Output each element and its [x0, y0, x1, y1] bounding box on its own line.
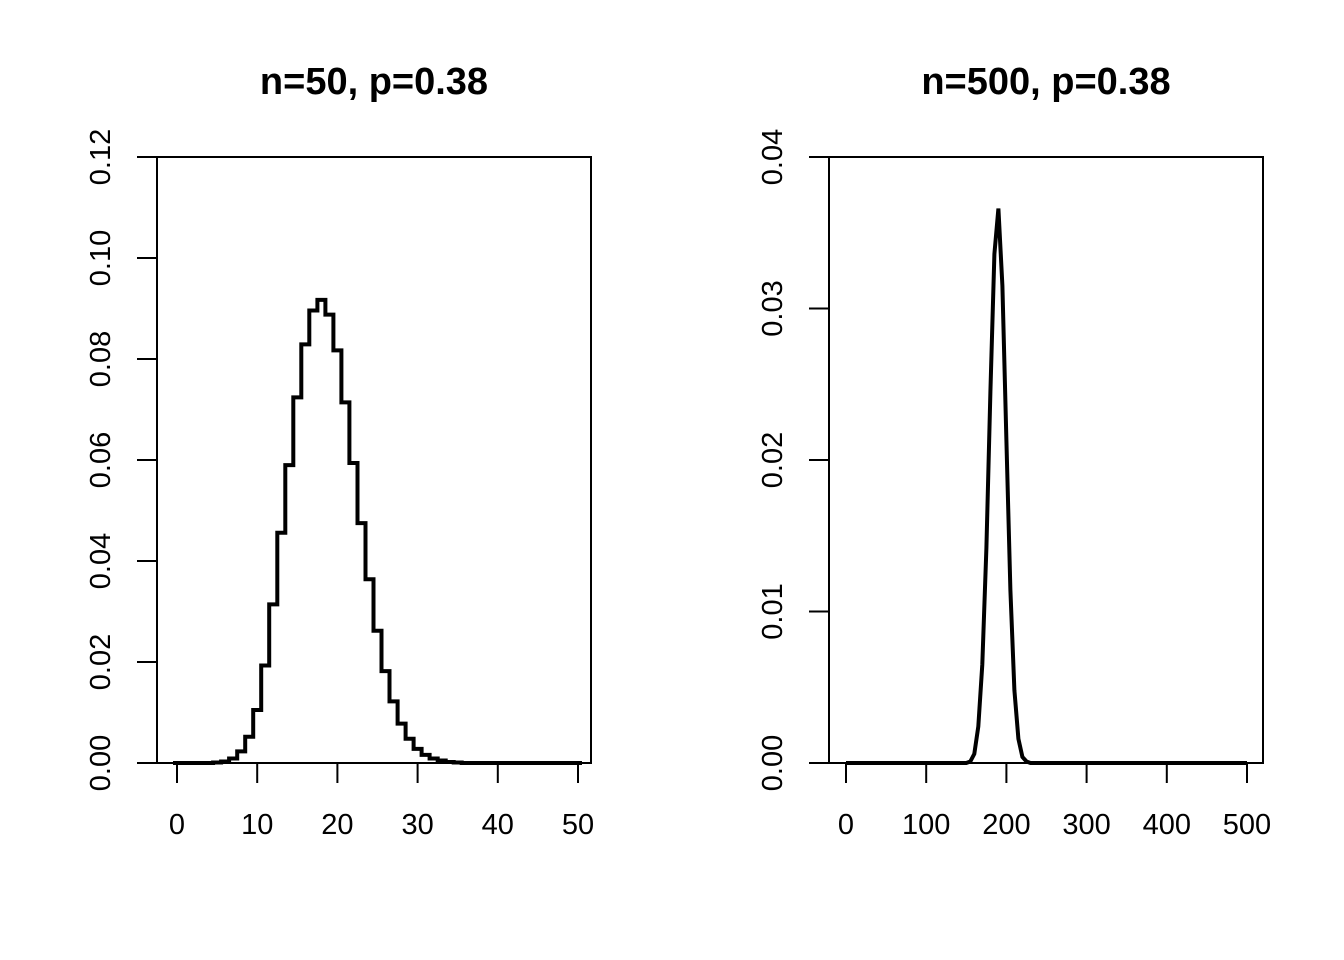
- right-y-axis: 0.00 0.01 0.02 0.03 0.04: [757, 129, 830, 791]
- right-y-tick-label: 0.03: [757, 280, 789, 336]
- left-x-tick-label: 20: [321, 809, 353, 841]
- right-x-axis: 0 100 200 300 400 500: [838, 762, 1271, 841]
- right-y-tick-label: 0.00: [757, 735, 789, 791]
- left-chart-title: n=50, p=0.38: [260, 61, 488, 103]
- left-x-tick-label: 40: [482, 809, 514, 841]
- left-x-axis: 0 10 20 30 40 50: [169, 762, 594, 841]
- right-plot-frame: [828, 156, 1264, 764]
- left-y-tick-label: 0.04: [85, 533, 117, 589]
- right-panel: n=500, p=0.38 0 100 200 300 400 500 0.000.010…: [757, 61, 1271, 841]
- left-x-tick-label: 30: [401, 809, 433, 841]
- right-x-tick-label: 100: [902, 809, 950, 841]
- right-series-line: [846, 208, 1247, 765]
- left-y-tick-label: 0.00: [85, 735, 117, 791]
- left-y-tick-label: 0.10: [85, 230, 117, 286]
- right-x-tick-label: 500: [1223, 809, 1271, 841]
- left-x-tick-label: 10: [241, 809, 273, 841]
- left-series: [173, 297, 582, 765]
- right-x-tick-label: 200: [982, 809, 1030, 841]
- right-series: [846, 208, 1247, 765]
- right-x-tick-label: 400: [1143, 809, 1191, 841]
- right-y-tick-label: 0.02: [757, 432, 789, 488]
- left-y-tick-label: 0.06: [85, 432, 117, 488]
- right-x-tick-label: 300: [1062, 809, 1110, 841]
- left-panel: n=50, p=0.38 0 10 20 30 40 50 0.000.020.040.0…: [85, 61, 594, 841]
- left-y-axis: 0.00 0.02 0.04 0.06 0.08 0.10 0.12: [85, 129, 158, 791]
- left-series-line: [173, 297, 582, 765]
- left-x-tick-label: 50: [562, 809, 594, 841]
- left-x-tick-label: 0: [169, 809, 185, 841]
- left-y-tick-label: 0.12: [85, 129, 117, 185]
- right-y-tick-label: 0.04: [757, 129, 789, 185]
- right-chart-title: n=500, p=0.38: [921, 61, 1170, 103]
- right-x-tick-label: 0: [838, 809, 854, 841]
- left-plot-frame: [156, 156, 592, 764]
- left-y-tick-label: 0.02: [85, 634, 117, 690]
- left-y-tick-label: 0.08: [85, 331, 117, 387]
- right-y-tick-label: 0.01: [757, 583, 789, 639]
